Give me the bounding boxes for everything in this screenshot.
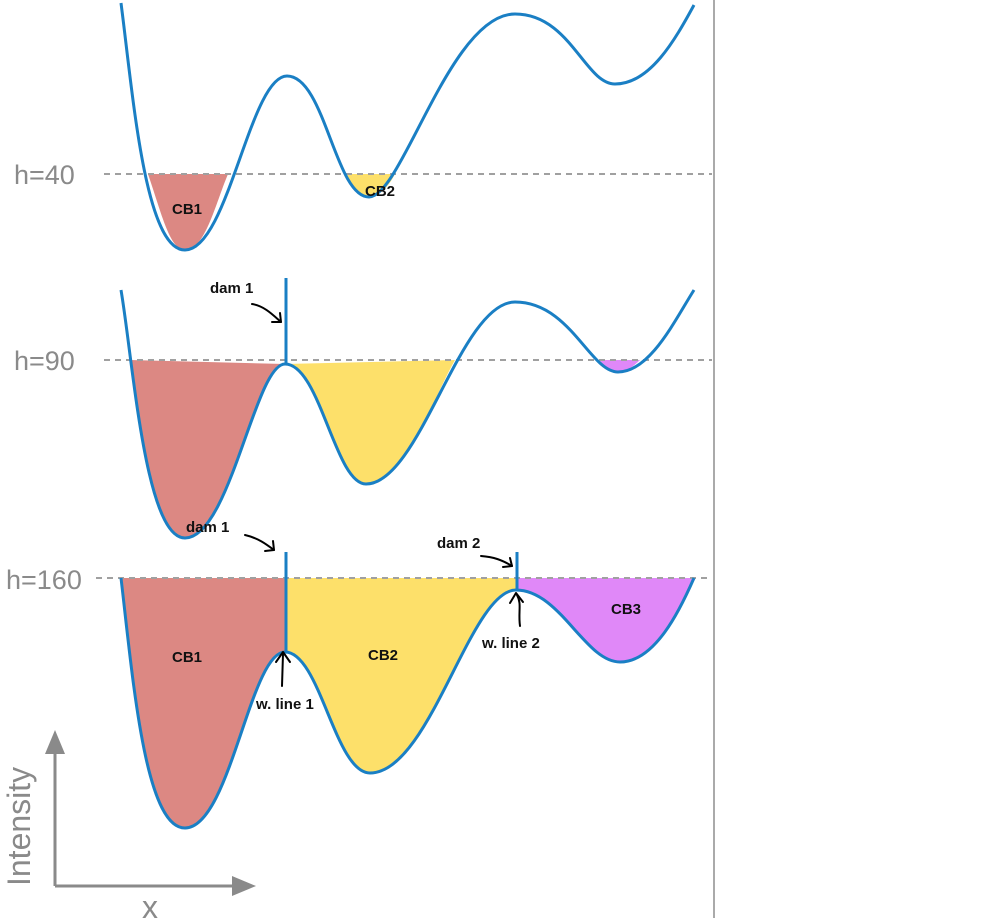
cb3-label: CB3 <box>611 601 641 618</box>
y-axis-label: Intensity <box>1 767 37 886</box>
cb2-label: CB2 <box>368 647 398 664</box>
cb3-fill <box>516 578 694 662</box>
level-label: h=90 <box>14 346 75 376</box>
intensity-curve <box>119 2 696 252</box>
cb3-fill <box>598 360 640 372</box>
x-axis-label: x <box>142 889 158 918</box>
panel-h90: h=90 dam 1 <box>14 278 712 540</box>
cb1-label: CB1 <box>172 649 202 666</box>
cb2-fill <box>285 360 455 484</box>
y-axis-arrowhead <box>45 730 65 754</box>
cb2-label: CB2 <box>365 183 395 200</box>
intensity-curve <box>119 577 696 830</box>
wline-2-pointer-arrowhead <box>509 592 524 604</box>
wline-1-pointer-arrowhead <box>275 651 291 663</box>
intensity-curve <box>119 289 696 540</box>
dam-1-pointer-arrowhead <box>264 540 275 552</box>
panel-h40: h=40 CB1 CB2 <box>14 2 712 252</box>
cb1-fill <box>121 578 285 828</box>
cb2-fill <box>285 578 516 773</box>
dam-1-label: dam 1 <box>186 519 229 536</box>
panel-h160: h=160 dam 1 dam 2 CB1 CB2 CB3 w. line 1 … <box>6 519 712 830</box>
dam-1-pointer-arrowhead <box>271 312 282 323</box>
axes: Intensity x <box>1 730 256 918</box>
dam-2-pointer-arrow <box>480 555 513 567</box>
wline-1-label: w. line 1 <box>255 696 314 713</box>
cb1-fill <box>148 174 228 250</box>
dam-1-label: dam 1 <box>210 280 253 297</box>
wline-2-pointer-arrow <box>516 594 521 627</box>
wline-2-label: w. line 2 <box>481 635 540 652</box>
dam-1-pointer-arrow <box>244 534 275 551</box>
dam-2-label: dam 2 <box>437 535 480 552</box>
cb2-fill <box>344 174 395 197</box>
cb1-fill <box>130 360 285 538</box>
level-label: h=40 <box>14 160 75 190</box>
wline-1-pointer-arrow <box>281 653 284 687</box>
dam-1-pointer-arrow <box>251 303 282 323</box>
cb1-label: CB1 <box>172 201 202 218</box>
level-label: h=160 <box>6 565 82 595</box>
x-axis-arrowhead <box>232 876 256 896</box>
dam-2-pointer-arrowhead <box>502 557 513 568</box>
